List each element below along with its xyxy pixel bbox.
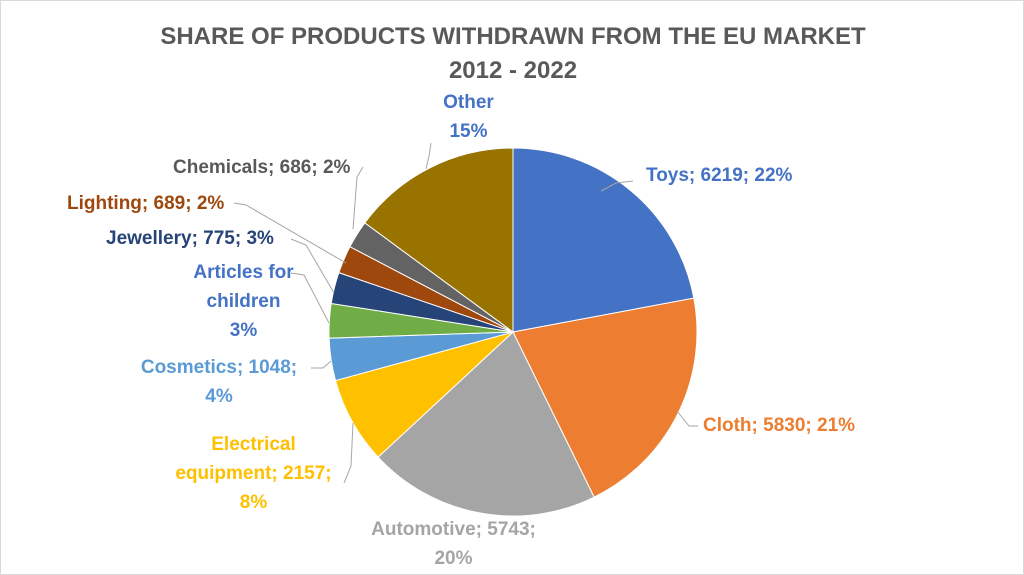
data-label-line: equipment; 2157; xyxy=(175,463,332,484)
data-label-line: 4% xyxy=(205,386,233,407)
chart-title: SHARE OF PRODUCTS WITHDRAWN FROM THE EU … xyxy=(160,23,866,50)
leader-chemicals xyxy=(352,166,364,230)
data-label-cloth: Cloth; 5830; 21% xyxy=(703,411,855,440)
data-label-lighting: Lighting; 689; 2% xyxy=(67,189,224,218)
data-label-chemicals: Chemicals; 686; 2% xyxy=(173,153,350,182)
data-label-line: children xyxy=(206,291,281,312)
data-label-line: Jewellery; 775; 3% xyxy=(106,228,274,249)
leader-other xyxy=(425,142,432,170)
data-label-line: Articles for xyxy=(193,262,294,283)
data-label-automotive: Automotive; 5743; 20% xyxy=(356,515,551,573)
data-label-line: 8% xyxy=(239,492,268,513)
data-label-line: 15% xyxy=(449,121,488,142)
data-label-electrical-equipment: Electrical equipment; 2157; 8% xyxy=(161,430,346,517)
chart-subtitle: 2012 - 2022 xyxy=(448,57,578,84)
pie-slice-other xyxy=(364,147,514,333)
leader-electrical xyxy=(343,422,354,484)
data-label-line: Cosmetics; 1048; xyxy=(140,357,298,378)
data-label-articles-for-children: Articles for children 3% xyxy=(176,258,311,345)
data-label-cosmetics: Cosmetics; 1048; 4% xyxy=(129,353,309,411)
data-label-other: Other 15% xyxy=(421,88,516,146)
data-label-line: 3% xyxy=(229,320,258,341)
data-label-line: Chemicals; 686; 2% xyxy=(173,157,351,178)
data-label-line: Electrical xyxy=(211,434,296,455)
pie-slice-toys xyxy=(512,147,695,333)
pie-slice-automotive xyxy=(377,331,595,517)
leader-jewellery xyxy=(290,238,335,294)
leader-lighting xyxy=(233,202,347,264)
data-label-toys: Toys; 6219; 22% xyxy=(646,161,792,190)
leader-cloth xyxy=(676,410,698,427)
data-label-line: Cloth; 5830; 21% xyxy=(703,415,856,436)
leader-toys xyxy=(600,180,634,192)
leader-lines xyxy=(233,142,698,484)
data-label-jewellery: Jewellery; 775; 3% xyxy=(106,224,274,253)
data-label-line: Other xyxy=(443,92,494,113)
leader-articles xyxy=(290,272,330,324)
pie-slice-cloth xyxy=(512,297,698,498)
data-label-line: Lighting; 689; 2% xyxy=(67,193,225,214)
leader-cosmetics xyxy=(311,360,332,369)
data-label-line: Toys; 6219; 22% xyxy=(646,165,793,186)
data-label-line: Automotive; 5743; xyxy=(371,519,536,540)
data-label-line: 20% xyxy=(434,548,473,569)
